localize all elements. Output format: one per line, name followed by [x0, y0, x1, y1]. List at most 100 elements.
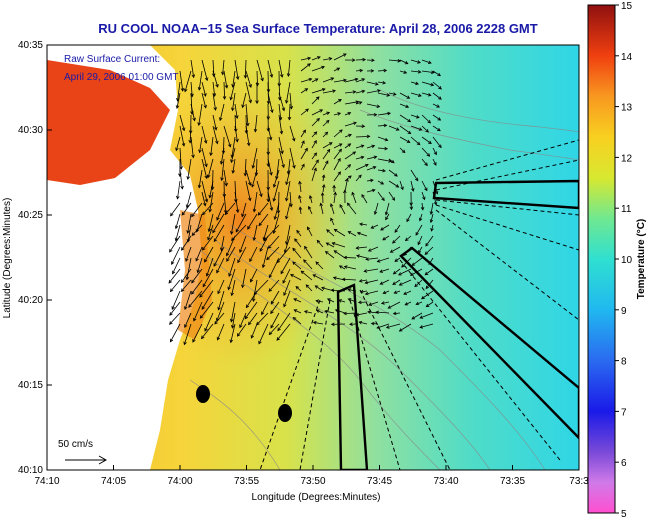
- current-vector: [251, 169, 258, 187]
- current-vector: [309, 195, 313, 204]
- current-vector: [201, 81, 206, 97]
- current-vector-head: [360, 155, 365, 160]
- current-vector: [322, 174, 325, 182]
- current-vector-head: [425, 242, 429, 247]
- current-vector-head: [235, 76, 240, 80]
- current-vector-head: [214, 320, 218, 325]
- x-tick-label: 73:3: [569, 476, 589, 487]
- current-vector: [202, 268, 214, 287]
- current-vector-head: [426, 153, 431, 157]
- current-vector-head: [391, 197, 396, 201]
- current-vector-head: [407, 130, 412, 135]
- current-vector-head: [229, 96, 233, 101]
- current-vector: [300, 140, 305, 149]
- current-vector-head: [358, 174, 362, 179]
- current-vector: [425, 279, 434, 289]
- current-vector-head: [195, 257, 199, 262]
- current-vector-head: [266, 256, 270, 261]
- current-vector: [280, 257, 291, 274]
- current-vector-head: [379, 281, 384, 285]
- current-vector-head: [314, 285, 319, 289]
- current-vector: [256, 180, 262, 197]
- current-vector-head: [174, 237, 179, 242]
- current-vector: [322, 112, 330, 116]
- colorbar-tick-label: 14: [621, 52, 633, 63]
- current-vector-head: [279, 130, 284, 135]
- current-vector-head: [382, 290, 387, 295]
- current-vector-head: [326, 111, 331, 115]
- current-vector-head: [250, 334, 255, 339]
- current-vector-head: [230, 159, 234, 164]
- current-vector: [419, 323, 434, 328]
- current-vector: [342, 278, 357, 281]
- temperature-colorbar: [587, 4, 616, 514]
- current-vector: [410, 125, 422, 131]
- current-vector: [355, 145, 364, 149]
- current-vector: [222, 59, 225, 75]
- colorbar-tick-label: 15: [621, 1, 633, 12]
- current-vector: [432, 81, 442, 90]
- current-vector-head: [316, 117, 320, 122]
- current-vector-head: [258, 340, 262, 345]
- current-vector-head: [259, 248, 263, 252]
- current-vector-head: [315, 159, 319, 164]
- current-vector-head: [343, 189, 347, 194]
- current-vector-head: [261, 311, 265, 316]
- current-vector-head: [418, 93, 422, 97]
- current-vector: [347, 202, 357, 215]
- current-vector-head: [338, 299, 342, 303]
- current-vector-head: [358, 320, 363, 325]
- current-vector: [252, 147, 258, 169]
- current-vector-head: [364, 291, 369, 296]
- current-vector: [171, 246, 181, 265]
- current-vector-head: [181, 142, 186, 147]
- current-vector-head: [249, 258, 253, 263]
- current-vector: [380, 279, 390, 285]
- current-vector-head: [175, 147, 179, 152]
- current-vector: [333, 79, 347, 83]
- current-vector-head: [224, 211, 229, 216]
- current-vector-head: [287, 116, 292, 121]
- current-vector-head: [219, 161, 224, 165]
- current-vector: [383, 290, 390, 294]
- current-vector: [253, 224, 258, 241]
- current-vector: [344, 122, 357, 127]
- current-vector-head: [414, 177, 419, 182]
- current-vector-head: [269, 74, 274, 78]
- current-vector-head: [337, 171, 341, 176]
- current-vector: [344, 266, 357, 270]
- current-vector-head: [247, 225, 251, 230]
- current-vector-head: [313, 140, 317, 144]
- current-vector-head: [298, 206, 303, 211]
- current-vector-head: [438, 85, 442, 90]
- current-vector-head: [427, 119, 432, 124]
- current-vector-head: [347, 111, 352, 116]
- current-vector: [219, 103, 225, 121]
- current-vector: [249, 246, 258, 262]
- current-vector: [232, 70, 236, 88]
- current-vector-head: [317, 56, 321, 60]
- current-vector-head: [319, 109, 324, 113]
- current-vector-head: [332, 276, 337, 280]
- current-vector-head: [409, 206, 414, 211]
- current-vector: [285, 81, 291, 104]
- current-vector-head: [270, 310, 274, 315]
- current-vector-head: [286, 73, 291, 77]
- current-vector-head: [266, 198, 271, 203]
- current-vector: [348, 289, 357, 292]
- current-vector: [355, 101, 362, 105]
- current-vector-head: [174, 225, 179, 230]
- current-vector-head: [245, 122, 250, 127]
- current-vector-head: [202, 246, 206, 251]
- current-vector: [421, 92, 431, 96]
- current-vector: [311, 88, 326, 94]
- current-vector-head: [361, 124, 366, 129]
- current-vector: [359, 223, 368, 226]
- current-vector-head: [272, 198, 276, 202]
- current-vector-head: [360, 144, 365, 148]
- current-vector: [388, 301, 401, 309]
- current-vector: [210, 136, 214, 156]
- current-vector: [381, 301, 390, 304]
- current-vector-head: [353, 121, 357, 126]
- x-tick-label: 74:05: [101, 476, 126, 487]
